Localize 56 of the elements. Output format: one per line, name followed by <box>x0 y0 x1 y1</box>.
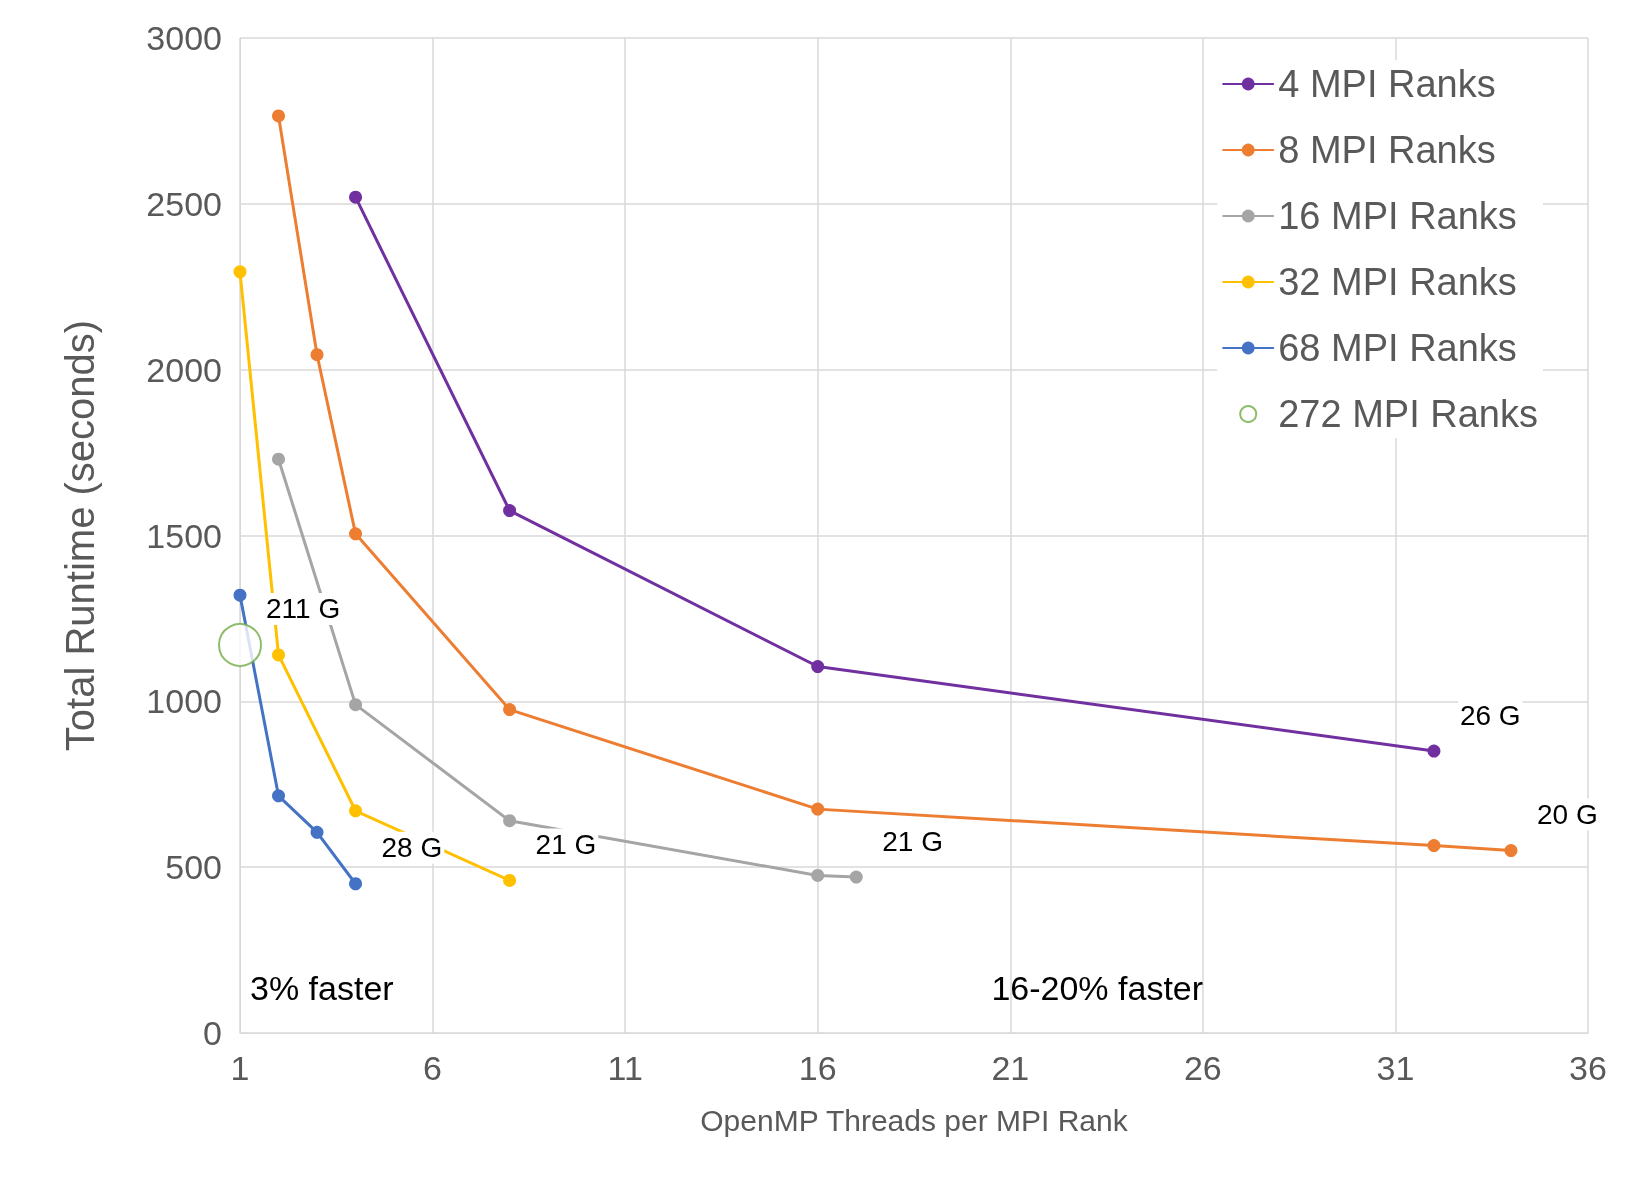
point <box>233 265 247 279</box>
point <box>503 873 517 887</box>
y-tick-label: 1500 <box>146 516 222 555</box>
annotation: 26 G <box>1459 699 1521 731</box>
annotation: 3% faster <box>250 969 394 1007</box>
x-tick-label: 31 <box>1376 1049 1415 1087</box>
y-tick-label: 500 <box>165 848 222 887</box>
y-axis-title: Total Runtime (seconds) <box>58 319 102 752</box>
point <box>1427 744 1441 758</box>
point <box>272 452 286 466</box>
point <box>349 804 363 818</box>
legend-label: 16 MPI Ranks <box>1278 195 1517 237</box>
x-axis-title: OpenMP Threads per MPI Rank <box>700 1103 1129 1137</box>
x-tick-label: 21 <box>991 1049 1030 1087</box>
point <box>272 109 286 123</box>
point <box>1427 839 1441 853</box>
legend-label: 4 MPI Ranks <box>1278 63 1496 105</box>
annotation: 21 G <box>535 828 597 860</box>
point <box>349 877 363 891</box>
legend-label: 272 MPI Ranks <box>1278 393 1539 435</box>
x-tick-label: 6 <box>423 1049 443 1087</box>
y-tick-label: 0 <box>203 1014 222 1052</box>
y-tick-label: 3000 <box>146 19 222 57</box>
legend-label: 68 MPI Ranks <box>1278 327 1517 369</box>
y-tick-label: 2000 <box>146 350 222 389</box>
annotation: 28 G <box>381 832 443 864</box>
x-tick-label: 1 <box>230 1049 250 1087</box>
annotation: 16-20% faster <box>991 969 1204 1007</box>
point <box>811 802 825 816</box>
point <box>233 588 247 602</box>
annotation: 20 G <box>1536 799 1598 831</box>
x-tick-label: 11 <box>607 1049 643 1087</box>
point <box>272 648 286 662</box>
x-tick-label: 16 <box>798 1049 837 1087</box>
legend-label: 8 MPI Ranks <box>1278 129 1496 171</box>
point <box>503 504 517 518</box>
point <box>349 698 363 712</box>
x-tick-label: 36 <box>1569 1049 1607 1087</box>
x-tick-label: 26 <box>1183 1049 1222 1087</box>
point <box>349 190 363 204</box>
point <box>218 622 262 667</box>
annotation: 21 G <box>882 825 943 857</box>
legend-label: 32 MPI Ranks <box>1278 261 1517 303</box>
point <box>849 870 863 884</box>
point <box>811 868 825 882</box>
point <box>503 703 517 717</box>
point <box>811 660 825 673</box>
annotation: 211 G <box>266 593 341 625</box>
y-tick-label: 2500 <box>146 184 222 223</box>
point <box>1504 844 1518 858</box>
y-tick-label: 1000 <box>146 682 222 721</box>
point <box>310 825 324 839</box>
point <box>310 348 324 362</box>
point <box>503 814 517 828</box>
point <box>349 527 363 541</box>
point <box>272 789 286 803</box>
